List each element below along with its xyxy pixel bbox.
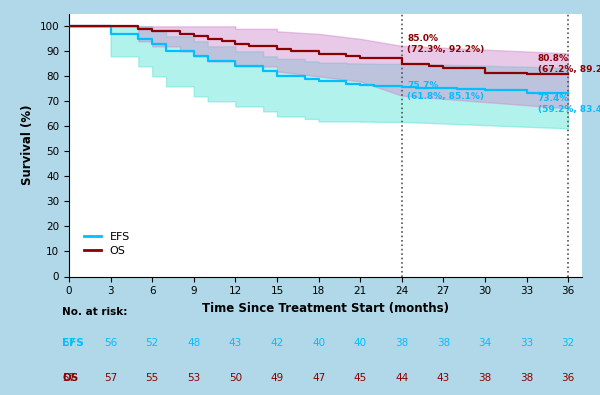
Legend: EFS, OS: EFS, OS [80, 227, 134, 260]
Text: 56: 56 [104, 338, 117, 348]
Text: 33: 33 [520, 338, 533, 348]
Text: 43: 43 [229, 338, 242, 348]
Text: 38: 38 [478, 372, 491, 383]
Text: 75.7%
(61.8%, 85.1%): 75.7% (61.8%, 85.1%) [407, 81, 484, 102]
Text: 42: 42 [271, 338, 284, 348]
Text: 47: 47 [312, 372, 325, 383]
X-axis label: Time Since Treatment Start (months): Time Since Treatment Start (months) [202, 302, 449, 315]
Text: 80.8%
(67.2%, 89.2%): 80.8% (67.2%, 89.2%) [538, 54, 600, 74]
Text: 40: 40 [312, 338, 325, 348]
Text: 45: 45 [353, 372, 367, 383]
Text: 38: 38 [437, 338, 450, 348]
Text: 57: 57 [62, 372, 76, 383]
Text: 38: 38 [395, 338, 409, 348]
Text: 48: 48 [187, 338, 200, 348]
Text: 34: 34 [478, 338, 491, 348]
Text: 73.4%
(59.2%, 83.4%): 73.4% (59.2%, 83.4%) [538, 94, 600, 114]
Text: 57: 57 [62, 338, 76, 348]
Text: No. at risk:: No. at risk: [62, 307, 127, 317]
Y-axis label: Survival (%): Survival (%) [21, 105, 34, 185]
Text: 36: 36 [562, 372, 575, 383]
Text: 53: 53 [187, 372, 200, 383]
Text: 55: 55 [146, 372, 159, 383]
Text: 40: 40 [353, 338, 367, 348]
Text: 57: 57 [104, 372, 117, 383]
Text: 52: 52 [146, 338, 159, 348]
Text: 43: 43 [437, 372, 450, 383]
Text: 44: 44 [395, 372, 409, 383]
Text: EFS: EFS [62, 338, 84, 348]
Text: 49: 49 [271, 372, 284, 383]
Text: 50: 50 [229, 372, 242, 383]
Text: OS: OS [62, 372, 79, 383]
Text: 38: 38 [520, 372, 533, 383]
Text: 32: 32 [562, 338, 575, 348]
Text: 85.0%
(72.3%, 92.2%): 85.0% (72.3%, 92.2%) [407, 34, 485, 54]
